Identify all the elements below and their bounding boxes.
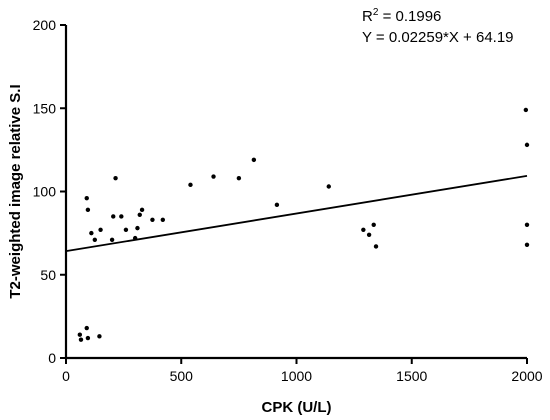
data-point bbox=[135, 225, 140, 231]
regression-line bbox=[65, 175, 528, 253]
axes bbox=[64, 25, 527, 360]
data-point bbox=[373, 244, 379, 249]
data-point bbox=[371, 222, 376, 227]
data-point bbox=[113, 175, 118, 181]
x-tick-label: 0 bbox=[62, 368, 70, 384]
r-squared-superscript: 2 bbox=[373, 7, 379, 18]
r-squared-annotation: R2 = 0.1996 bbox=[362, 7, 441, 25]
data-point bbox=[139, 207, 145, 213]
y-axis-label: T2-weighted image relative S.I bbox=[7, 84, 24, 298]
data-point bbox=[150, 217, 155, 223]
data-point bbox=[84, 195, 89, 201]
y-tick-label: 100 bbox=[33, 184, 57, 200]
x-axis-ticks: 0 500 1000 1500 2000 bbox=[62, 358, 543, 384]
data-point bbox=[111, 214, 116, 219]
data-point bbox=[524, 242, 530, 247]
data-point bbox=[326, 184, 331, 189]
regression-equation: Y = 0.02259*X + 64.19 bbox=[362, 29, 514, 46]
x-tick-label: 500 bbox=[170, 368, 194, 384]
data-point bbox=[119, 214, 124, 219]
data-point bbox=[251, 157, 257, 163]
data-point bbox=[85, 335, 91, 341]
data-point bbox=[78, 337, 84, 342]
r-squared-base: R bbox=[362, 8, 373, 25]
data-point bbox=[77, 332, 83, 337]
y-tick-label: 0 bbox=[48, 350, 56, 366]
data-point bbox=[236, 175, 242, 181]
data-point bbox=[524, 222, 530, 227]
data-point bbox=[137, 212, 142, 218]
data-point bbox=[89, 230, 94, 236]
x-tick-label: 1500 bbox=[396, 368, 427, 384]
x-tick-label: 2000 bbox=[511, 368, 542, 384]
data-points bbox=[77, 107, 530, 342]
data-point bbox=[92, 237, 98, 242]
x-axis-label: CPK (U/L) bbox=[262, 399, 332, 416]
data-point bbox=[160, 217, 166, 223]
y-tick-label: 50 bbox=[40, 267, 56, 283]
data-point bbox=[132, 235, 138, 241]
data-point bbox=[84, 325, 89, 331]
data-point bbox=[123, 227, 129, 232]
data-point bbox=[109, 237, 115, 242]
y-tick-label: 200 bbox=[33, 17, 57, 33]
data-point bbox=[211, 174, 216, 179]
y-axis-ticks: 0 50 100 150 200 bbox=[33, 17, 66, 366]
r-squared-value: = 0.1996 bbox=[378, 8, 441, 25]
y-tick-label: 150 bbox=[33, 100, 57, 116]
data-point bbox=[361, 227, 366, 232]
data-point bbox=[98, 227, 103, 232]
data-point bbox=[524, 142, 530, 148]
data-point bbox=[523, 107, 529, 113]
data-point bbox=[85, 207, 91, 213]
data-point bbox=[97, 334, 102, 339]
data-point bbox=[188, 182, 193, 188]
x-tick-label: 1000 bbox=[281, 368, 312, 384]
data-point bbox=[366, 232, 372, 237]
data-point bbox=[274, 202, 280, 208]
